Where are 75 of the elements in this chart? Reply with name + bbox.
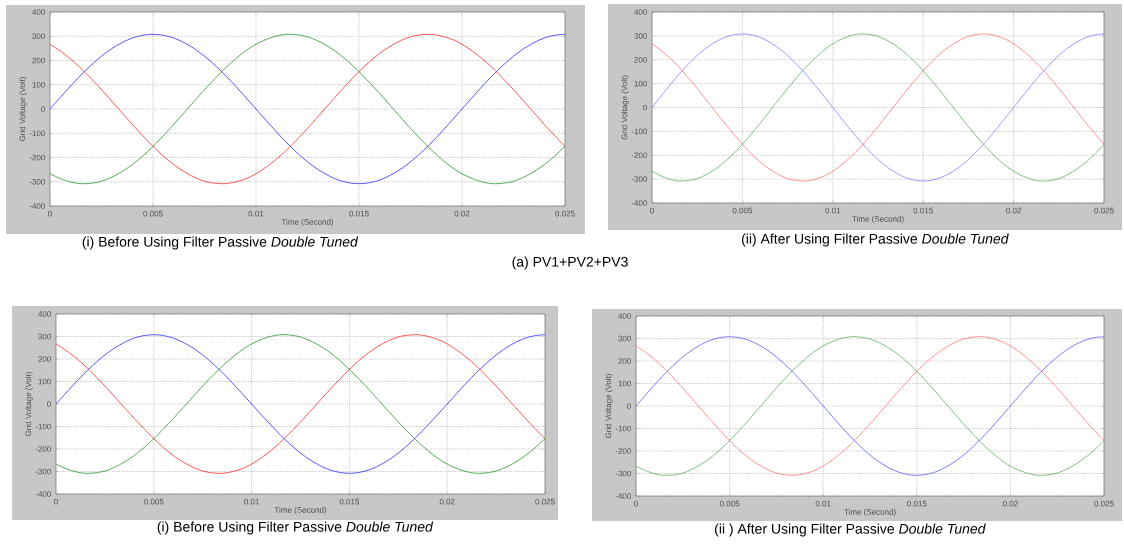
text: (ii ) After Using Filter Passive Double Tuned <box>715 523 986 537</box>
y-tick-label: 200 <box>32 57 45 64</box>
y-tick-label: -400 <box>631 200 647 206</box>
y-tick-label: -200 <box>615 448 631 454</box>
y-tick-label: -200 <box>29 154 45 161</box>
y-axis-title: Grid Voltage (Volt) <box>621 75 629 140</box>
y-tick-label: -200 <box>631 152 647 159</box>
x-tick-label: 0.01 <box>248 210 264 217</box>
x-tick-label: 0.025 <box>535 498 555 505</box>
x-tick-label: 0.01 <box>825 207 841 214</box>
y-tick-label: -400 <box>29 203 45 209</box>
x-axis-title: Time (Second) <box>274 506 327 515</box>
x-tick-label: 0.02 <box>439 498 455 505</box>
y-tick-label: -400 <box>615 493 631 499</box>
x-tick-label: 0.005 <box>719 500 740 507</box>
y-tick-label: 400 <box>618 313 631 319</box>
x-tick-label: 0.005 <box>732 207 753 214</box>
x-tick-label: 0.025 <box>1094 207 1114 214</box>
y-tick-label: 200 <box>634 56 647 63</box>
y-tick-label: 0 <box>41 106 45 112</box>
y-tick-label: 300 <box>32 33 45 40</box>
y-tick-label: -300 <box>29 178 45 185</box>
y-axis-title: Grid Voltage (Volt) <box>19 77 27 142</box>
y-tick-label: 300 <box>618 335 631 342</box>
x-tick-label: 0.01 <box>815 500 831 507</box>
line-series <box>56 334 546 474</box>
x-tick-label: 0.015 <box>349 210 369 217</box>
x-tick-label: 0.025 <box>555 210 575 217</box>
y-tick-label: -300 <box>35 468 51 475</box>
y-axis-title: Grid Voltage (Volt) <box>605 374 613 439</box>
y-tick-label: 400 <box>32 9 45 15</box>
y-tick-label: -100 <box>35 423 51 430</box>
y-tick-label: 0 <box>627 403 631 409</box>
x-axis-title: Time (Second) <box>852 215 904 224</box>
x-axis-title: Time (Second) <box>281 218 334 227</box>
x-tick-label: 0.015 <box>339 498 360 505</box>
line-series <box>50 33 566 185</box>
y-tick-label: -100 <box>615 425 631 432</box>
y-tick-label: -100 <box>631 128 647 135</box>
x-tick-label: 0.025 <box>1094 500 1114 507</box>
x-tick-label: 0.015 <box>907 500 927 507</box>
y-tick-label: 0 <box>47 401 51 407</box>
y-tick-label: 0 <box>643 104 647 111</box>
x-tick-label: 0 <box>54 498 58 505</box>
x-tick-label: 0.02 <box>1006 207 1021 214</box>
x-tick-label: 0.005 <box>144 498 164 505</box>
x-tick-label: 0.02 <box>454 210 470 217</box>
x-tick-label: 0 <box>650 207 654 214</box>
text: (a) PV1+PV2+PV3 <box>512 256 628 270</box>
x-tick-label: 0.015 <box>913 207 933 214</box>
x-tick-label: 0.005 <box>143 210 163 217</box>
x-axis-title: Time (Second) <box>844 508 896 517</box>
y-tick-label: 400 <box>634 9 647 15</box>
y-tick-label: -300 <box>615 470 631 477</box>
y-tick-label: -400 <box>35 491 51 497</box>
line-series <box>652 33 1105 182</box>
text: (i) Before Using Filter Passive Double Tuned <box>157 521 434 535</box>
text: (i) Before Using Filter Passive Double Tuned <box>82 236 359 250</box>
y-tick-label: 100 <box>634 80 647 87</box>
y-tick-label: 200 <box>618 358 631 364</box>
y-tick-label: -300 <box>631 176 647 182</box>
x-tick-label: 0.01 <box>244 498 259 505</box>
y-tick-label: -100 <box>29 130 45 137</box>
y-tick-label: 200 <box>38 356 51 362</box>
y-tick-label: 100 <box>32 81 45 88</box>
y-tick-label: 100 <box>618 380 631 387</box>
y-tick-label: 400 <box>38 311 51 317</box>
y-axis-title: Grid Voltage (Volt) <box>25 372 33 437</box>
text: (ii) After Using Filter Passive Double Tuned <box>741 233 1009 247</box>
y-tick-label: 100 <box>38 378 51 385</box>
line-series <box>636 336 1105 476</box>
x-tick-label: 0.02 <box>1002 500 1018 507</box>
y-tick-label: -200 <box>35 446 51 452</box>
y-tick-label: 300 <box>634 33 647 39</box>
y-tick-label: 300 <box>38 333 51 340</box>
